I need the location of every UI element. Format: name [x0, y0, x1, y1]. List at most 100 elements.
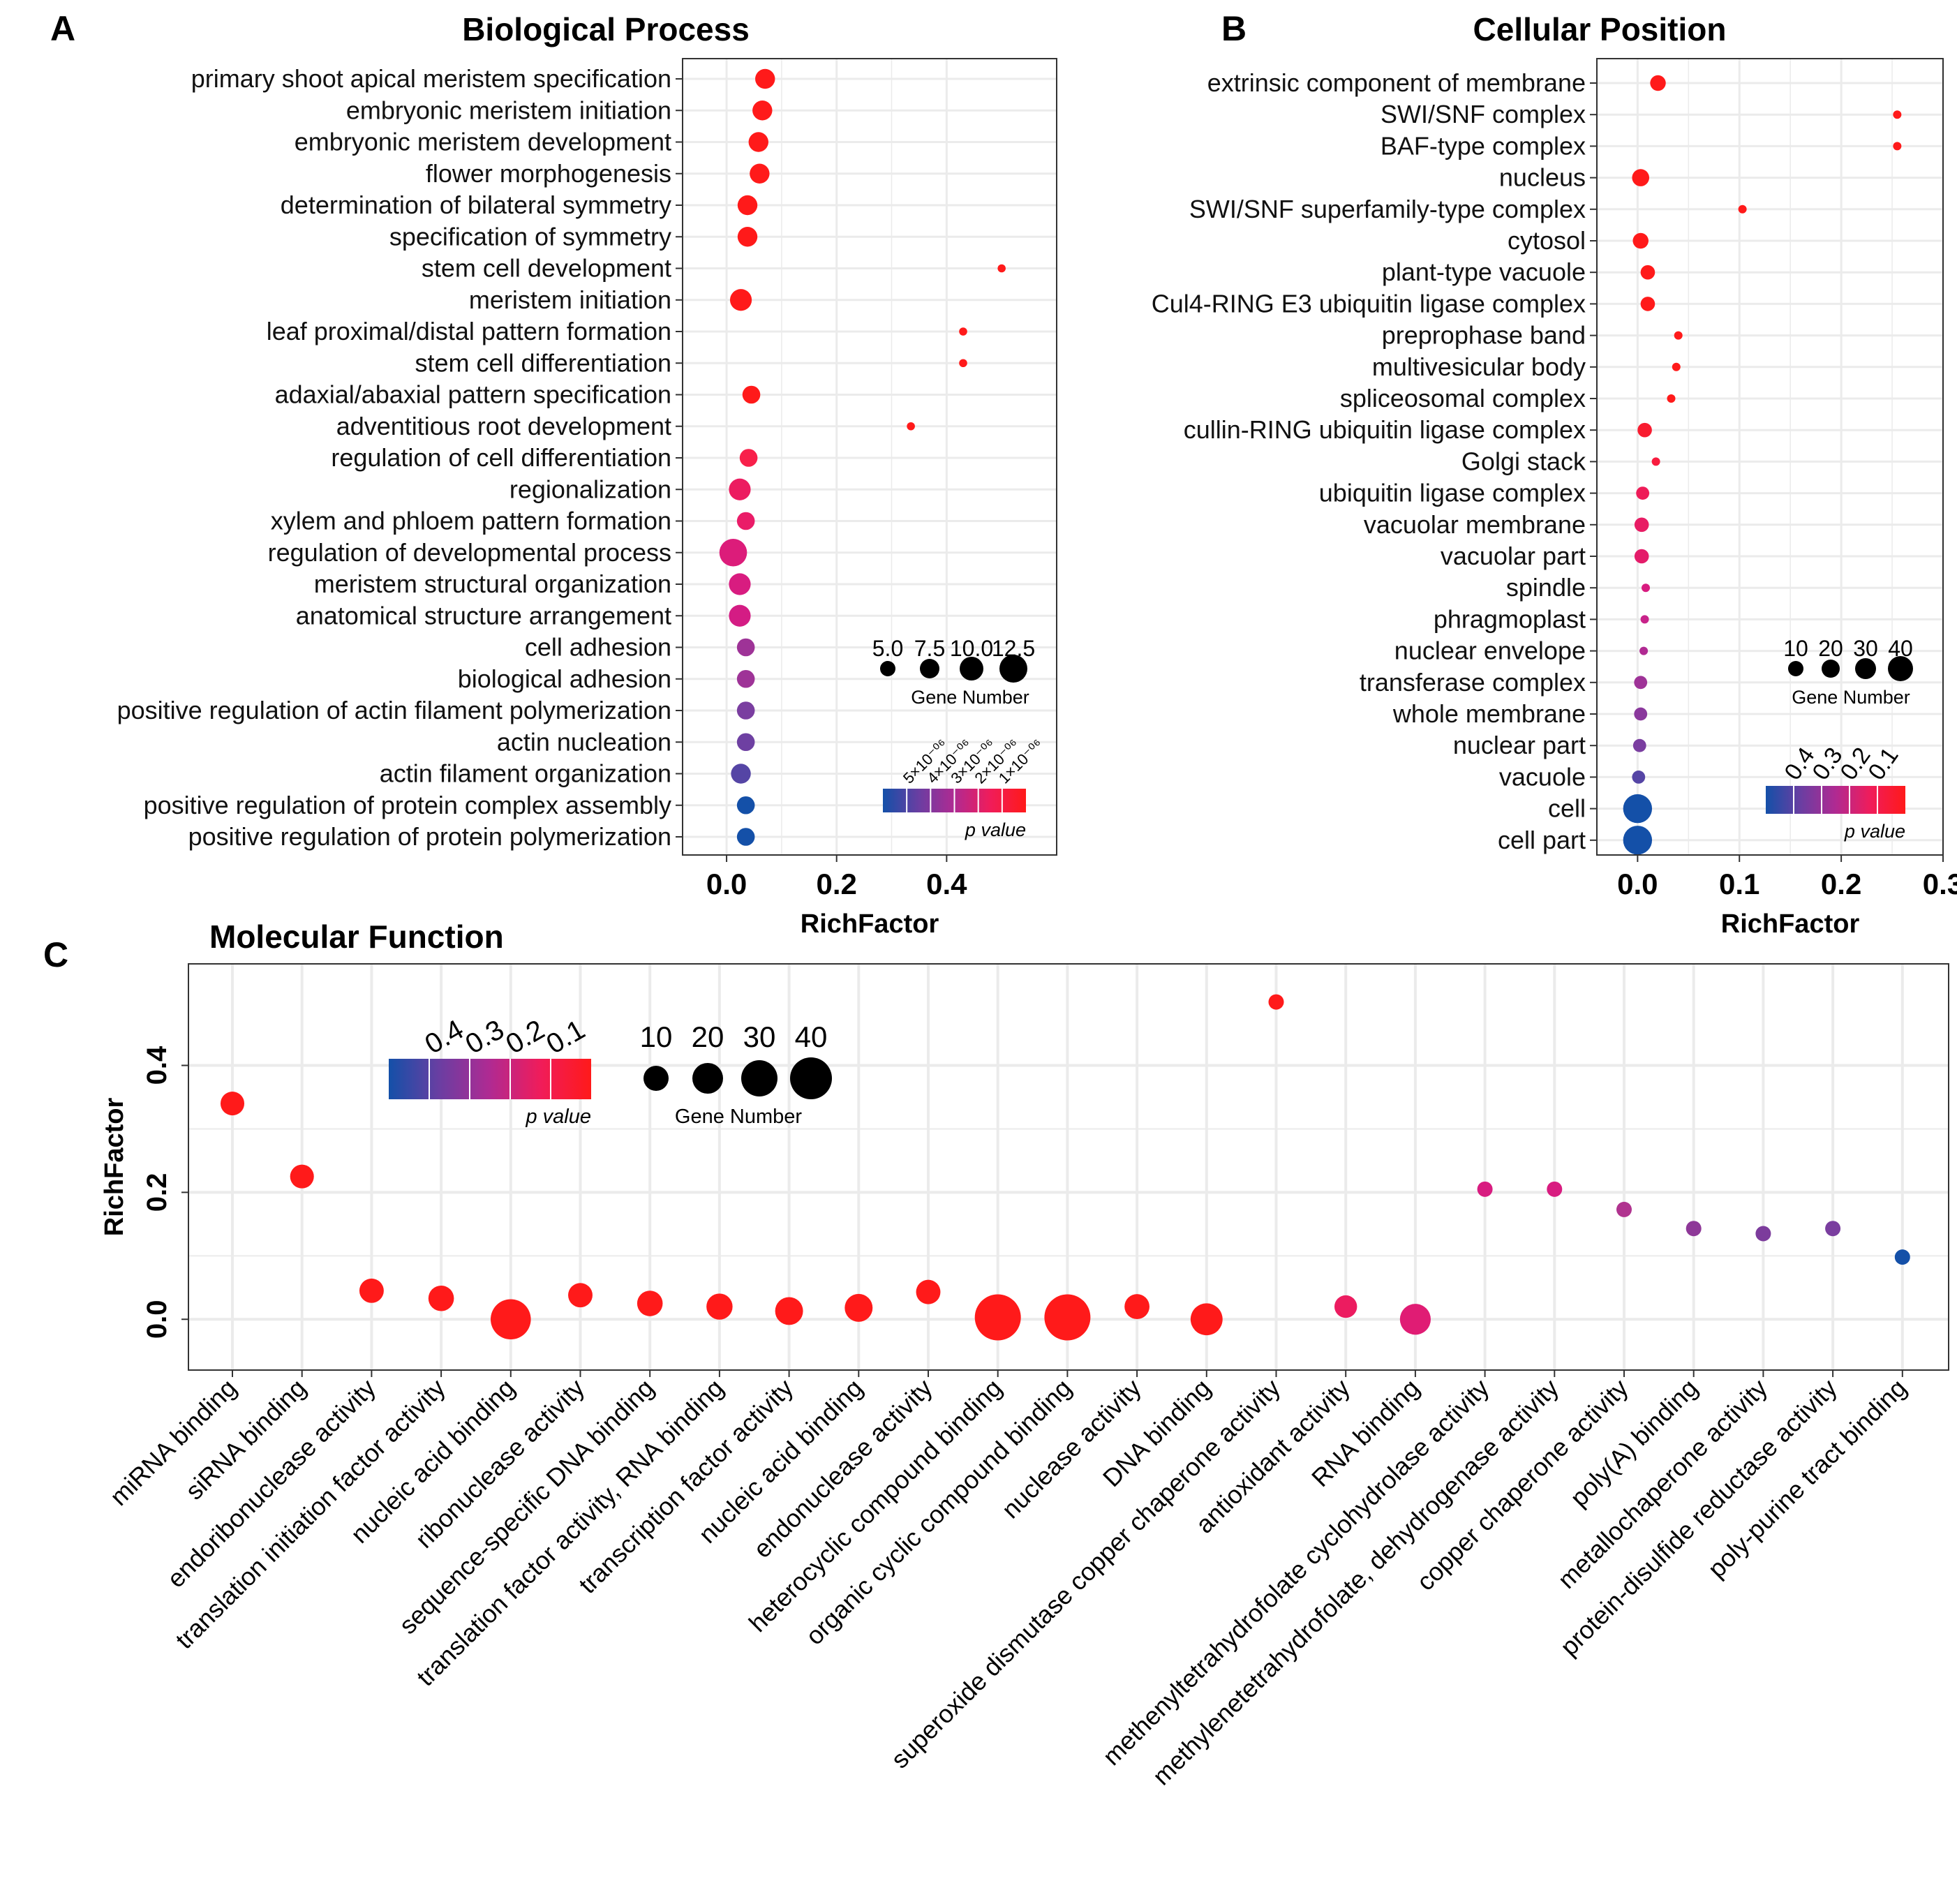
cp-point-vacuolar-membrane: [1634, 517, 1649, 533]
bp-term-cell-adhesion: cell adhesion: [525, 633, 671, 662]
mf-colorbar-label: 0.3: [461, 1014, 509, 1060]
mf-point-methylenetetrahydrofolate-dehydrogenase-activity: [1547, 1181, 1563, 1197]
bp-point-anatomical-structure-arrangement: [729, 604, 751, 627]
bp-point-stem-cell-differentiation: [959, 359, 967, 368]
bp-size-legend-label: 7.5: [914, 636, 945, 661]
mf-size-legend-label: 40: [795, 1020, 828, 1053]
bp-point-cell-adhesion: [736, 638, 755, 657]
mf-y-tick-label: 0.0: [142, 1300, 172, 1339]
cp-point-multivesicular-body: [1672, 362, 1681, 371]
cp-point-swi-snf-superfamily-type-complex: [1738, 204, 1747, 214]
bp-points: [719, 68, 1006, 846]
bp-point-xylem-and-phloem-pattern-formation: [736, 512, 755, 530]
bp-term-xylem-and-phloem-pattern-formation: xylem and phloem pattern formation: [271, 507, 671, 535]
mf-point-rna-binding: [1399, 1304, 1431, 1335]
bp-point-specification-of-symmetry: [737, 227, 758, 247]
mf-term-sequence-specific-dna-binding: sequence-specific DNA binding: [394, 1374, 660, 1639]
mf-points: [220, 994, 1910, 1341]
cp-term-vacuolar-membrane: vacuolar membrane: [1364, 510, 1586, 539]
bp-point-actin-filament-organization: [731, 764, 751, 784]
cp-term-multivesicular-body: multivesicular body: [1372, 352, 1586, 381]
bp-term-regulation-of-developmental-process: regulation of developmental process: [268, 538, 671, 567]
mf-point-heterocyclic-compound-binding: [974, 1294, 1021, 1341]
mf-point-poly-purine-tract-binding: [1894, 1249, 1910, 1265]
cp-point-nuclear-envelope: [1639, 646, 1649, 655]
bp-size-legend-label: 5.0: [872, 636, 903, 661]
bp-point-embryonic-meristem-development: [748, 132, 768, 152]
mf-size-legend-dot: [741, 1060, 777, 1096]
cp-term-spindle: spindle: [1506, 573, 1586, 602]
bp-point-embryonic-meristem-initiation: [752, 101, 773, 121]
bp-size-legend-dot: [920, 659, 939, 678]
bp-point-biological-adhesion: [736, 669, 755, 688]
cp-term-extrinsic-component-of-membrane: extrinsic component of membrane: [1207, 68, 1586, 97]
cp-term-preprophase-band: preprophase band: [1382, 321, 1586, 350]
cp-point-extrinsic-component-of-membrane: [1650, 75, 1666, 91]
cp-term-nucleus: nucleus: [1499, 163, 1586, 192]
mf-title: Molecular Function: [209, 918, 504, 955]
mf-point-translation-factor-activity-rna-binding: [706, 1293, 733, 1320]
bp-point-stem-cell-development: [997, 264, 1006, 273]
mf-size-legend-label: 10: [640, 1020, 673, 1053]
mf-point-nuclease-activity: [1124, 1294, 1149, 1319]
cp-term-spliceosomal-complex: spliceosomal complex: [1340, 384, 1586, 412]
cp-term-vacuolar-part: vacuolar part: [1441, 542, 1586, 570]
cp-point-vacuolar-part: [1634, 549, 1649, 564]
cp-x-tick-label: 0.2: [1821, 868, 1861, 900]
cp-point-cullin-ring-ubiquitin-ligase-complex: [1637, 422, 1652, 438]
cp-point-cytosol: [1632, 232, 1649, 249]
bp-size-legend-dot: [880, 661, 895, 676]
bp-point-regionalization: [729, 478, 751, 500]
cp-term-transferase-complex: transferase complex: [1360, 668, 1586, 697]
bp-term-positive-regulation-of-protein-polymerization: positive regulation of protein polymeriz…: [188, 822, 671, 851]
bp-point-regulation-of-cell-differentiation: [739, 449, 758, 467]
bp-term-positive-regulation-of-protein-complex-assembly: positive regulation of protein complex a…: [144, 791, 671, 819]
mf-size-legend-dot: [692, 1063, 723, 1094]
mf-plot-border: [188, 963, 1949, 1371]
bp-point-regulation-of-developmental-process: [719, 538, 747, 567]
bp-colorbar-title: p value: [965, 819, 1026, 840]
mf-size-legend-dot: [790, 1057, 832, 1099]
cp-x-tick-label: 0.0: [1617, 868, 1658, 900]
cp-term-swi-snf-superfamily-type-complex: SWI/SNF superfamily-type complex: [1189, 195, 1586, 223]
cp-size-legend-title: Gene Number: [1792, 687, 1910, 708]
mf-colorbar-label: 0.1: [542, 1014, 590, 1060]
cp-x-ticks: 0.0 0.1 0.2 0.3: [1617, 855, 1957, 900]
mf-point-sequence-specific-dna-binding: [637, 1291, 663, 1316]
bp-term-anatomical-structure-arrangement: anatomical structure arrangement: [296, 601, 671, 630]
cp-x-axis-label: RichFactor: [1721, 909, 1860, 939]
cp-size-legend-dot: [1822, 660, 1840, 678]
bp-point-primary-shoot-apical-meristem-specification: [755, 68, 775, 89]
mf-y-tick-label: 0.4: [142, 1046, 172, 1085]
mf-colorbar-title: p value: [525, 1106, 591, 1128]
bp-plot-border: [682, 58, 1057, 856]
cp-size-legend-label: 30: [1853, 636, 1878, 661]
bp-title: Biological Process: [462, 11, 750, 47]
mf-y-tick-label: 0.2: [142, 1173, 172, 1212]
mf-point-translation-initiation-factor-activity: [428, 1285, 454, 1311]
cp-size-legend-label: 20: [1818, 636, 1843, 661]
cp-term-cullin-ring-ubiquitin-ligase-complex: cullin-RING ubiquitin ligase complex: [1184, 415, 1586, 444]
cellular-position-panel: Cellular Position extrinsic component of…: [1152, 11, 1957, 939]
cp-point-nuclear-part: [1632, 738, 1646, 752]
cp-point-whole-membrane: [1634, 707, 1648, 721]
bp-x-ticks: 0.0 0.2 0.4: [706, 855, 967, 900]
cp-term-nuclear-part: nuclear part: [1453, 731, 1586, 759]
bp-size-legend-dot: [999, 655, 1027, 683]
mf-point-sirna-binding: [290, 1164, 314, 1189]
bp-term-adaxial-abaxial-pattern-specification: adaxial/abaxial pattern specification: [275, 380, 671, 409]
cp-gridlines: [1597, 59, 1944, 855]
bp-x-tick-label: 0.2: [817, 868, 857, 900]
bp-point-determination-of-bilateral-symmetry: [737, 195, 758, 216]
cp-point-spliceosomal-complex: [1667, 394, 1676, 403]
mf-point-nucleic-acid-binding: [844, 1293, 873, 1322]
bp-term-determination-of-bilateral-symmetry: determination of bilateral symmetry: [281, 191, 671, 219]
mf-point-organic-cyclic-compound-binding: [1044, 1294, 1091, 1341]
cp-term-cell-part: cell part: [1498, 826, 1586, 854]
cp-point-ubiquitin-ligase-complex: [1636, 486, 1650, 500]
cp-point-plant-type-vacuole: [1640, 265, 1655, 280]
